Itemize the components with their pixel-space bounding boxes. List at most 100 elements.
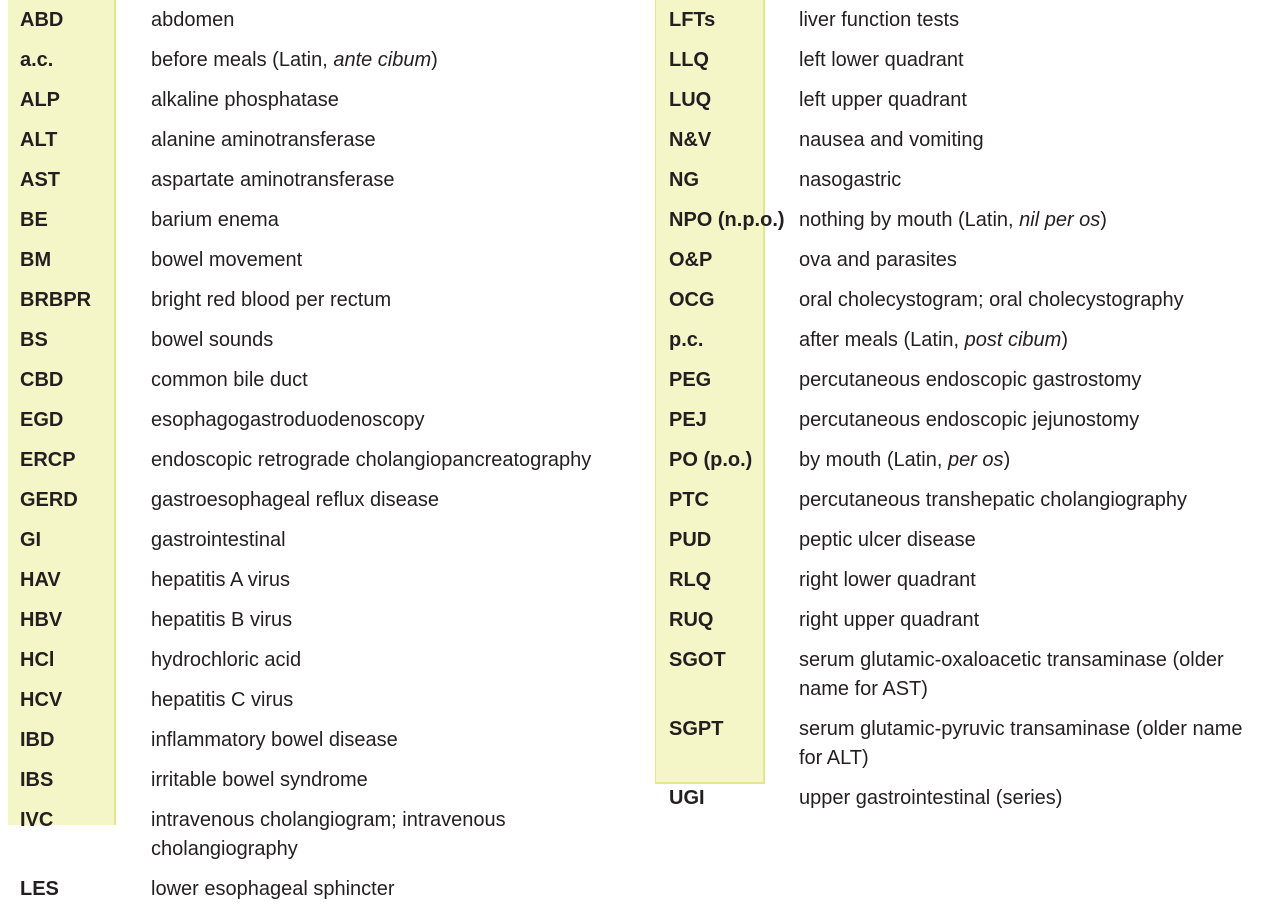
abbreviation-term: HCV bbox=[20, 689, 63, 711]
abbreviation-row: O&P ova and parasites bbox=[655, 240, 1268, 280]
abbreviation-row: IBD inflammatory bowel disease bbox=[0, 720, 640, 760]
abbreviation-row: IBS irritable bowel syndrome bbox=[0, 760, 640, 800]
abbreviation-meaning: endoscopic retrograde cholangiopancreato… bbox=[151, 446, 640, 475]
abbreviation-meaning: alkaline phosphatase bbox=[151, 86, 640, 115]
abbreviation-row: AST aspartate aminotransferase bbox=[0, 160, 640, 200]
abbreviation-row: BM bowel movement bbox=[0, 240, 640, 280]
abbreviation-meaning: nasogastric bbox=[799, 166, 1268, 195]
meaning-text: gastrointestinal bbox=[151, 529, 286, 551]
abbreviation-term: BS bbox=[20, 329, 48, 351]
abbreviation-row: a.c. before meals (Latin, ante cibum) bbox=[0, 40, 640, 80]
abbreviation-term: O&P bbox=[669, 249, 713, 271]
meaning-text: abdomen bbox=[151, 9, 235, 31]
abbreviation-table-left: ABD abdomen a.c. before meals (Latin, ante … bbox=[0, 0, 640, 904]
abbreviation-term: LFTs bbox=[669, 9, 716, 31]
abbreviation-row: CBD common bile duct bbox=[0, 360, 640, 400]
abbreviation-row: ALT alanine aminotransferase bbox=[0, 120, 640, 160]
abbreviation-row: HBV hepatitis B virus bbox=[0, 600, 640, 640]
abbreviation-meaning: irritable bowel syndrome bbox=[151, 766, 640, 795]
abbreviation-term: SGOT bbox=[669, 649, 726, 671]
meaning-text: liver function tests bbox=[799, 9, 960, 31]
abbreviation-meaning: left lower quadrant bbox=[799, 46, 1268, 75]
abbreviation-term: a.c. bbox=[20, 49, 54, 71]
abbreviation-term: PTC bbox=[669, 489, 709, 511]
abbreviation-term: N&V bbox=[669, 129, 712, 151]
abbreviation-row: ABD abdomen bbox=[0, 0, 640, 40]
meaning-text: inflammatory bowel disease bbox=[151, 729, 398, 751]
abbreviation-term: OCG bbox=[669, 289, 715, 311]
abbreviation-row: GERD gastroesophageal reflux disease bbox=[0, 480, 640, 520]
abbreviation-meaning: nothing by mouth (Latin, nil per os) bbox=[799, 206, 1268, 235]
abbreviation-term: EGD bbox=[20, 409, 64, 431]
abbreviation-term: IBD bbox=[20, 729, 55, 751]
abbreviation-term: HCl bbox=[20, 649, 55, 671]
abbreviation-row: NPO (n.p.o.) nothing by mouth (Latin, nil… bbox=[655, 200, 1268, 240]
abbreviation-term: ERCP bbox=[20, 449, 76, 471]
latin-term: ante cibum bbox=[333, 49, 432, 71]
meaning-text: upper gastrointestinal (series) bbox=[799, 787, 1063, 809]
abbreviation-term: LLQ bbox=[669, 49, 709, 71]
abbreviation-meaning: serum glutamic-pyruvic transaminase (old… bbox=[799, 715, 1268, 773]
abbreviation-term: ALT bbox=[20, 129, 58, 151]
closing-paren: ) bbox=[1100, 209, 1107, 231]
abbreviation-term: PO (p.o.) bbox=[669, 449, 753, 471]
meaning-text: hepatitis A virus bbox=[151, 569, 290, 591]
abbreviation-meaning: right upper quadrant bbox=[799, 606, 1268, 635]
abbreviation-row: IVC intravenous cholangiogram; intravenou… bbox=[0, 800, 640, 869]
abbreviation-term: IVC bbox=[20, 809, 54, 831]
abbreviation-term: PEJ bbox=[669, 409, 707, 431]
abbreviation-row: HCV hepatitis C virus bbox=[0, 680, 640, 720]
meaning-text: aspartate aminotransferase bbox=[151, 169, 395, 191]
abbreviation-meaning: serum glutamic-oxaloacetic transaminase … bbox=[799, 646, 1268, 704]
abbreviation-meaning: alanine aminotransferase bbox=[151, 126, 640, 155]
abbreviation-row: GI gastrointestinal bbox=[0, 520, 640, 560]
meaning-text: nothing by mouth (Latin, bbox=[799, 209, 1020, 231]
latin-term: nil per os bbox=[1019, 209, 1101, 231]
abbreviation-term: BM bbox=[20, 249, 52, 271]
abbreviation-row: p.c. after meals (Latin, post cibum) bbox=[655, 320, 1268, 360]
abbreviation-term: GI bbox=[20, 529, 42, 551]
abbreviation-term: UGI bbox=[669, 787, 705, 809]
abbreviation-meaning: peptic ulcer disease bbox=[799, 526, 1268, 555]
abbreviation-term: LUQ bbox=[669, 89, 712, 111]
abbreviation-column-shading-left bbox=[8, 0, 116, 825]
abbreviation-meaning: ova and parasites bbox=[799, 246, 1268, 275]
abbreviation-term: ABD bbox=[20, 9, 64, 31]
abbreviation-row: LUQ left upper quadrant bbox=[655, 80, 1268, 120]
meaning-text: barium enema bbox=[151, 209, 279, 231]
abbreviation-row: NG nasogastric bbox=[655, 160, 1268, 200]
abbreviation-term: RLQ bbox=[669, 569, 712, 591]
meaning-text: by mouth (Latin, bbox=[799, 449, 948, 471]
meaning-text: endoscopic retrograde cholangiopancreato… bbox=[151, 449, 592, 471]
abbreviation-meaning: bowel movement bbox=[151, 246, 640, 275]
meaning-text: common bile duct bbox=[151, 369, 308, 391]
abbreviation-column-shading-right bbox=[655, 0, 765, 784]
abbreviation-row: BS bowel sounds bbox=[0, 320, 640, 360]
abbreviation-row: ALP alkaline phosphatase bbox=[0, 80, 640, 120]
abbreviation-meaning: right lower quadrant bbox=[799, 566, 1268, 595]
abbreviation-meaning: lower esophageal sphincter bbox=[151, 875, 640, 904]
abbreviation-row: ERCP endoscopic retrograde cholangiopancr… bbox=[0, 440, 640, 480]
abbreviation-term: ALP bbox=[20, 89, 60, 111]
meaning-text: hepatitis B virus bbox=[151, 609, 293, 631]
meaning-text: alkaline phosphatase bbox=[151, 89, 339, 111]
abbreviation-term: BE bbox=[20, 209, 48, 231]
meaning-text: percutaneous endoscopic jejunostomy bbox=[799, 409, 1140, 431]
abbreviation-meaning: hydrochloric acid bbox=[151, 646, 640, 675]
abbreviation-term: PUD bbox=[669, 529, 712, 551]
meaning-text: oral cholecystogram; oral cholecystograp… bbox=[799, 289, 1184, 311]
meaning-text: serum glutamic-oxaloacetic transaminase … bbox=[799, 649, 1224, 700]
meaning-text: nausea and vomiting bbox=[799, 129, 984, 151]
abbreviation-meaning: liver function tests bbox=[799, 6, 1268, 35]
abbreviation-term: PEG bbox=[669, 369, 712, 391]
meaning-text: left lower quadrant bbox=[799, 49, 964, 71]
meaning-text: hepatitis C virus bbox=[151, 689, 294, 711]
closing-paren: ) bbox=[1061, 329, 1069, 351]
meaning-text: hydrochloric acid bbox=[151, 649, 302, 671]
abbreviation-term: SGPT bbox=[669, 718, 724, 740]
abbreviation-row: PUD peptic ulcer disease bbox=[655, 520, 1268, 560]
closing-paren: ) bbox=[1003, 449, 1011, 471]
meaning-text: bowel sounds bbox=[151, 329, 274, 351]
meaning-text: ova and parasites bbox=[799, 249, 957, 271]
abbreviation-row: PEJ percutaneous endoscopic jejunostomy bbox=[655, 400, 1268, 440]
